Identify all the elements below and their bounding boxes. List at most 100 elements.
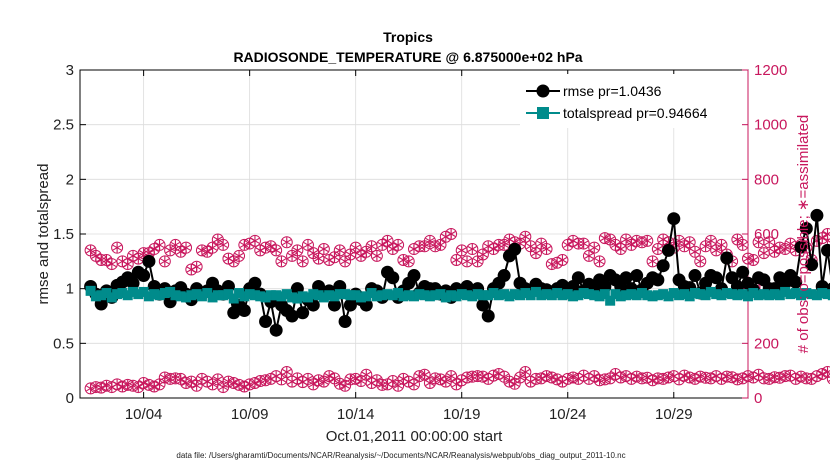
asterisk-stroke: [276, 376, 287, 383]
rmse-point: [789, 275, 803, 289]
totalspread-point: [297, 291, 308, 302]
rmse-point: [327, 298, 341, 312]
asterisk-stroke: [483, 375, 493, 382]
totalspread-point: [202, 288, 213, 299]
asterisk-marker: [308, 248, 318, 259]
asterisk-stroke: [176, 375, 186, 382]
rmse-point: [142, 254, 156, 268]
asterisk-stroke: [753, 239, 764, 246]
asterisk-marker: [568, 372, 578, 383]
asterisk-stroke: [276, 258, 287, 265]
totalspread-point: [483, 290, 494, 301]
totalspread-point: [806, 289, 817, 300]
asterisk-marker: [446, 229, 456, 239]
asterisk-marker: [600, 233, 610, 244]
asterisk-marker: [647, 256, 658, 267]
totalspread-point: [409, 291, 419, 302]
asterisk-marker: [732, 374, 743, 385]
asterisk-stroke: [319, 378, 329, 385]
asterisk-stroke: [356, 252, 366, 259]
totalspread-point: [302, 292, 313, 303]
totalspread-point: [695, 289, 706, 300]
totalspread-point: [106, 292, 117, 303]
asterisk-stroke: [266, 243, 276, 250]
totalspread-point: [732, 290, 743, 301]
asterisk-marker: [541, 244, 552, 255]
obs-count-series: [84, 228, 830, 395]
legend-box: [520, 74, 742, 128]
asterisk-marker: [192, 380, 202, 391]
asterisk-stroke: [419, 371, 430, 378]
asterisk-stroke: [409, 381, 419, 388]
asterisk-stroke: [822, 369, 830, 375]
asterisk-stroke: [700, 243, 711, 250]
asterisk-stroke: [388, 246, 398, 253]
asterisk-marker: [345, 249, 355, 260]
asterisk-stroke: [685, 374, 695, 381]
asterisk-marker: [340, 256, 350, 267]
y-tick-label-left: 0: [66, 390, 74, 407]
asterisk-stroke: [303, 375, 313, 382]
asterisk-marker: [764, 373, 774, 384]
totalspread-point: [684, 291, 695, 302]
asterisk-marker: [743, 253, 753, 264]
asterisk-marker: [732, 234, 743, 245]
totalspread-point: [101, 288, 112, 299]
asterisk-stroke: [706, 375, 716, 382]
totalspread-point: [207, 292, 218, 303]
rmse-point: [259, 314, 273, 328]
asterisk-stroke: [144, 381, 154, 388]
totalspread-point: [398, 291, 409, 302]
asterisk-stroke: [324, 256, 334, 263]
asterisk-marker: [796, 371, 806, 382]
obs-possible-marker: [370, 249, 383, 262]
asterisk-stroke: [361, 248, 371, 255]
y-tick-label-right: 0: [754, 390, 762, 407]
obs-possible-marker: [826, 373, 830, 385]
y-axis-label-right: # of obs: o=possible; ∗=assimilated: [795, 115, 812, 354]
asterisk-marker: [711, 245, 721, 256]
totalspread-point: [239, 291, 250, 302]
asterisk-marker: [748, 254, 758, 265]
asterisk-stroke: [192, 263, 202, 270]
rmse-point: [630, 269, 644, 283]
asterisk-marker: [207, 379, 218, 390]
y-tick-label-left: 3: [66, 62, 74, 79]
asterisk-marker: [478, 371, 488, 382]
asterisk-marker: [753, 237, 764, 248]
asterisk-marker: [738, 373, 748, 384]
x-tick-label: 10/24: [549, 406, 587, 423]
obs-possible-marker: [291, 244, 304, 257]
asterisk-marker: [117, 381, 128, 392]
asterisk-stroke: [531, 375, 541, 382]
totalspread-point: [440, 292, 451, 303]
asterisk-stroke: [123, 261, 133, 268]
asterisk-stroke: [245, 381, 255, 388]
asterisk-marker: [637, 237, 647, 248]
asterisk-marker: [817, 368, 827, 379]
asterisk-marker: [425, 377, 435, 388]
asterisk-stroke: [541, 246, 552, 253]
asterisk-stroke: [356, 378, 366, 385]
totalspread-point: [472, 289, 483, 300]
totalspread-point: [414, 289, 425, 300]
asterisk-stroke: [467, 373, 477, 380]
y-tick-label-right: 600: [754, 226, 779, 243]
totalspread-point: [133, 289, 144, 300]
asterisk-stroke: [515, 374, 525, 381]
asterisk-marker: [695, 256, 705, 267]
asterisk-stroke: [139, 379, 149, 386]
asterisk-stroke: [181, 244, 191, 251]
totalspread-point: [578, 288, 589, 299]
asterisk-stroke: [197, 247, 207, 254]
asterisk-marker: [706, 373, 716, 384]
asterisk-stroke: [419, 243, 430, 250]
asterisk-stroke: [520, 369, 530, 376]
asterisk-stroke: [377, 381, 387, 388]
asterisk-stroke: [425, 379, 435, 386]
asterisk-stroke: [716, 375, 727, 382]
asterisk-stroke: [769, 248, 780, 255]
asterisk-stroke: [510, 380, 520, 387]
asterisk-stroke: [716, 241, 727, 248]
